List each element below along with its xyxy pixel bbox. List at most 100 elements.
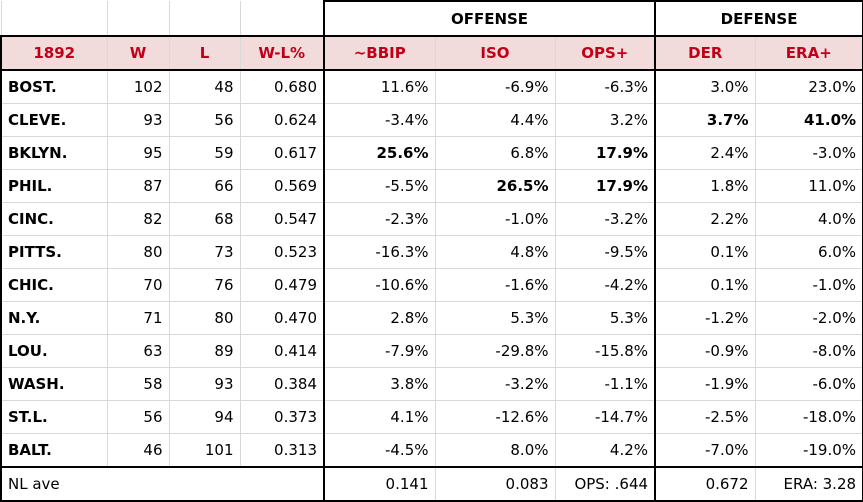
ops-plus-cell: 17.9% [554, 136, 656, 170]
ops-plus-cell: -3.2% [554, 202, 656, 236]
column-header-iso: ISO [434, 35, 556, 71]
table-row: N.Y. 71 80 0.470 2.8% 5.3% 5.3% -1.2% -2.0% [0, 301, 863, 335]
blank-cell [106, 1, 170, 37]
team-name-cell: N.Y. [0, 301, 108, 335]
wins-cell: 102 [106, 69, 170, 104]
ops-plus-cell: -15.8% [554, 334, 656, 368]
table-row: BKLYN. 95 59 0.617 25.6% 6.8% 17.9% 2.4% -3.0% [0, 136, 863, 170]
ops-plus-cell: -9.5% [554, 235, 656, 269]
bbip-cell: -7.9% [323, 334, 436, 368]
era-plus-cell: -3.0% [754, 136, 863, 170]
wins-cell: 82 [106, 202, 170, 236]
win-pct-cell: 0.470 [239, 301, 325, 335]
wins-cell: 70 [106, 268, 170, 302]
bbip-cell: -2.3% [323, 202, 436, 236]
win-pct-cell: 0.373 [239, 400, 325, 434]
iso-cell: 4.8% [434, 235, 556, 269]
win-pct-cell: 0.313 [239, 433, 325, 468]
der-cell: 0.1% [654, 268, 756, 302]
column-header-bbip: ~BBIP [323, 35, 436, 71]
ops-plus-cell: -4.2% [554, 268, 656, 302]
wins-cell: 95 [106, 136, 170, 170]
der-cell: -1.9% [654, 367, 756, 401]
win-pct-cell: 0.547 [239, 202, 325, 236]
der-cell: 3.7% [654, 103, 756, 137]
column-header-win-pct: W-L% [239, 35, 325, 71]
iso-cell: 5.3% [434, 301, 556, 335]
table-row: ST.L. 56 94 0.373 4.1% -12.6% -14.7% -2.5% -18.0… [0, 400, 863, 434]
team-name-cell: BALT. [0, 433, 108, 468]
column-header-wins: W [106, 35, 170, 71]
win-pct-cell: 0.569 [239, 169, 325, 203]
losses-cell: 48 [168, 69, 241, 104]
ops-plus-cell: -1.1% [554, 367, 656, 401]
column-header-era-plus: ERA+ [754, 35, 863, 71]
wins-cell: 46 [106, 433, 170, 468]
wins-cell: 93 [106, 103, 170, 137]
wins-cell: 56 [106, 400, 170, 434]
era-plus-cell: 11.0% [754, 169, 863, 203]
wins-cell: 87 [106, 169, 170, 203]
table-row: PHIL. 87 66 0.569 -5.5% 26.5% 17.9% 1.8% 11.0% [0, 169, 863, 203]
der-cell: 2.4% [654, 136, 756, 170]
era-plus-cell: 41.0% [754, 103, 863, 137]
bbip-cell: 4.1% [323, 400, 436, 434]
era-plus-cell: 6.0% [754, 235, 863, 269]
bbip-cell: -16.3% [323, 235, 436, 269]
iso-cell: -12.6% [434, 400, 556, 434]
wins-cell: 71 [106, 301, 170, 335]
losses-cell: 66 [168, 169, 241, 203]
table-row: WASH. 58 93 0.384 3.8% -3.2% -1.1% -1.9% -6.0% [0, 367, 863, 401]
era-plus-cell: -18.0% [754, 400, 863, 434]
ops-plus-cell: -14.7% [554, 400, 656, 434]
table-row: CHIC. 70 76 0.479 -10.6% -1.6% -4.2% 0.1% -1.0% [0, 268, 863, 302]
iso-cell: -6.9% [434, 69, 556, 104]
iso-cell: 26.5% [434, 169, 556, 203]
iso-cell: 6.8% [434, 136, 556, 170]
iso-cell: 8.0% [434, 433, 556, 468]
win-pct-cell: 0.624 [239, 103, 325, 137]
der-cell: 1.8% [654, 169, 756, 203]
era-plus-cell: 23.0% [754, 69, 863, 104]
losses-cell: 101 [168, 433, 241, 468]
bbip-cell: 2.8% [323, 301, 436, 335]
ops-plus-cell: 5.3% [554, 301, 656, 335]
iso-cell: -1.0% [434, 202, 556, 236]
ops-plus-cell: 3.2% [554, 103, 656, 137]
der-cell: -1.2% [654, 301, 756, 335]
der-cell: 3.0% [654, 69, 756, 104]
era-plus-cell: -8.0% [754, 334, 863, 368]
blank-cell [168, 1, 241, 37]
losses-cell: 93 [168, 367, 241, 401]
team-name-cell: ST.L. [0, 400, 108, 434]
iso-cell: 4.4% [434, 103, 556, 137]
losses-cell: 94 [168, 400, 241, 434]
column-header-ops-plus: OPS+ [554, 35, 656, 71]
era-plus-cell: -6.0% [754, 367, 863, 401]
der-cell: 0.1% [654, 235, 756, 269]
era-plus-cell: -2.0% [754, 301, 863, 335]
team-name-cell: PITTS. [0, 235, 108, 269]
losses-cell: 89 [168, 334, 241, 368]
column-header-losses: L [168, 35, 241, 71]
offense-group-header: OFFENSE [322, 0, 656, 37]
iso-cell: -29.8% [434, 334, 556, 368]
defense-group-header: DEFENSE [654, 0, 863, 37]
win-pct-cell: 0.479 [239, 268, 325, 302]
blank-cell [239, 1, 325, 37]
der-cell: -0.9% [654, 334, 756, 368]
table-row: CINC. 82 68 0.547 -2.3% -1.0% -3.2% 2.2% 4.0% [0, 202, 863, 236]
table-row: LOU. 63 89 0.414 -7.9% -29.8% -15.8% -0.9% -8.0% [0, 334, 863, 368]
bbip-cell: -3.4% [323, 103, 436, 137]
der-cell: 2.2% [654, 202, 756, 236]
bbip-cell: -4.5% [323, 433, 436, 468]
era-plus-cell: 4.0% [754, 202, 863, 236]
ops-plus-cell: 17.9% [554, 169, 656, 203]
win-pct-cell: 0.617 [239, 136, 325, 170]
team-name-cell: PHIL. [0, 169, 108, 203]
era-plus-cell: -1.0% [754, 268, 863, 302]
team-name-cell: BOST. [0, 69, 108, 104]
table-row: PITTS. 80 73 0.523 -16.3% 4.8% -9.5% 0.1% 6.0% [0, 235, 863, 269]
